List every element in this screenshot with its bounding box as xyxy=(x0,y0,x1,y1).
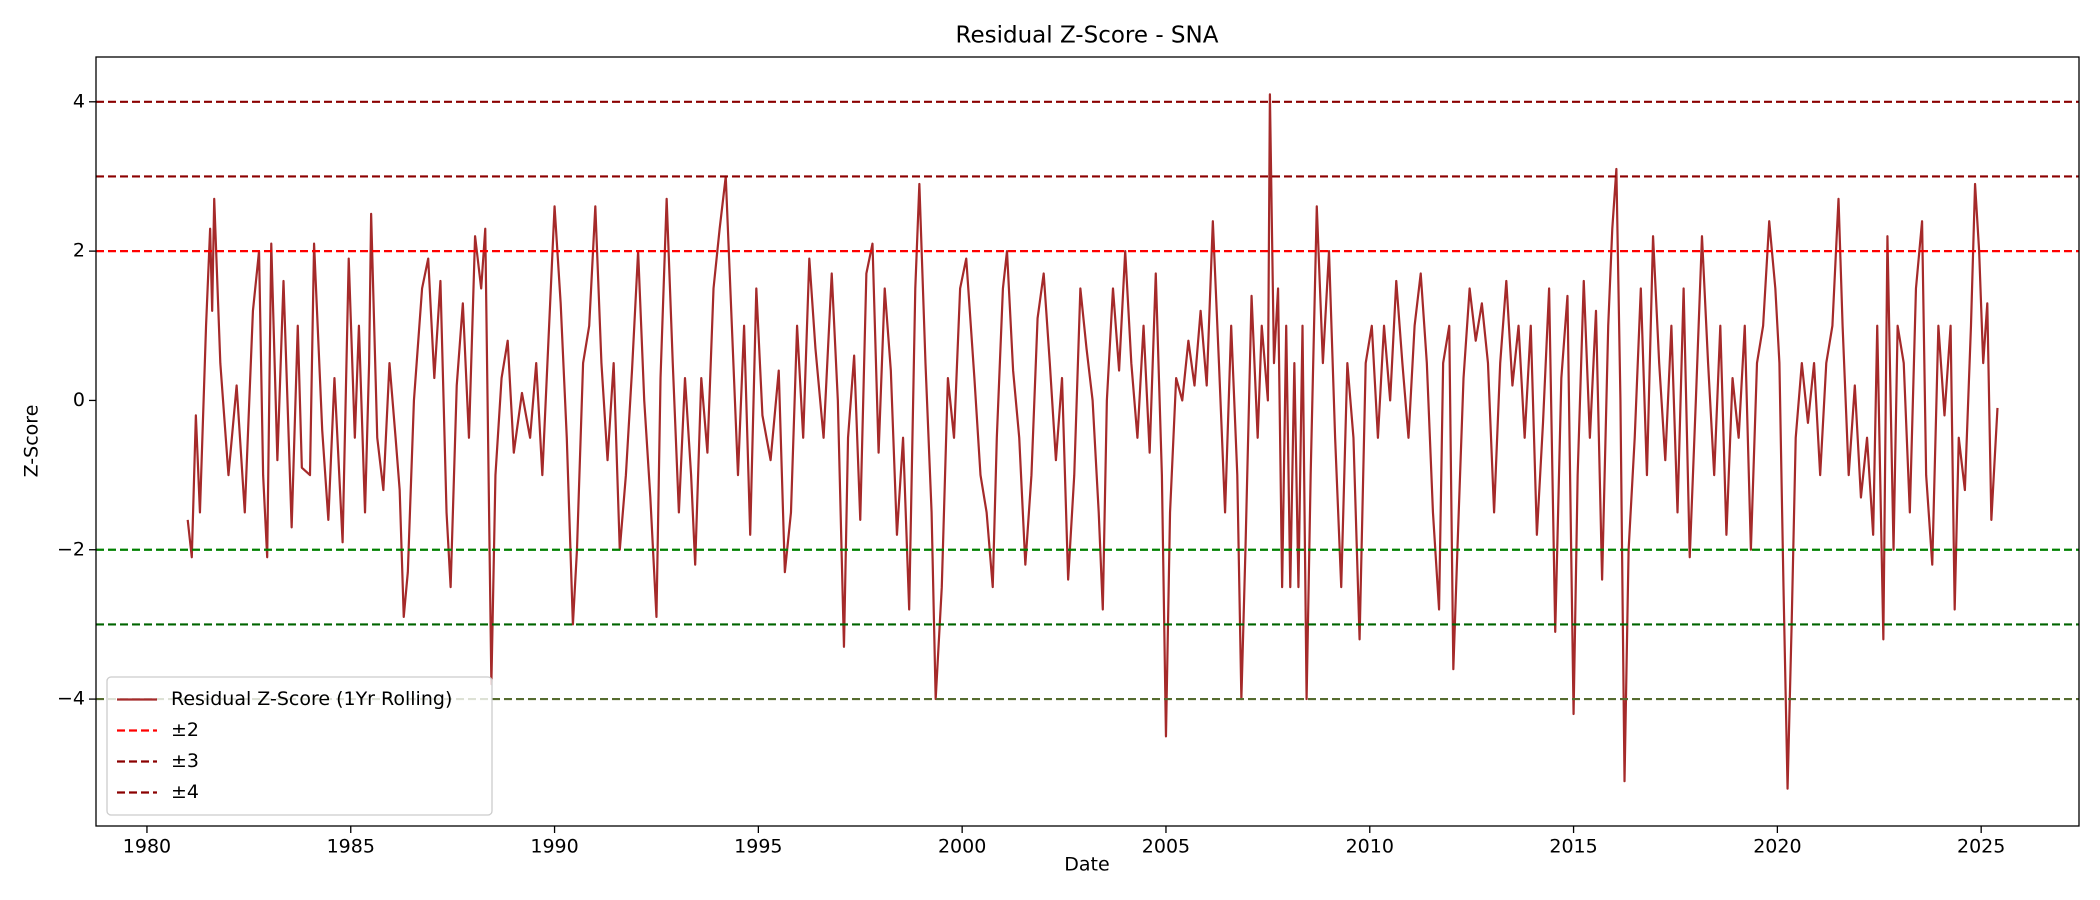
y-tick-label: −4 xyxy=(57,688,85,710)
legend-label: Residual Z-Score (1Yr Rolling) xyxy=(171,688,452,710)
legend-label: ±4 xyxy=(171,781,199,803)
x-tick-label: 2020 xyxy=(1753,836,1801,858)
x-tick-label: 1995 xyxy=(734,836,782,858)
x-tick-label: 1990 xyxy=(530,836,578,858)
y-tick-label: 4 xyxy=(73,90,85,112)
x-axis-label: Date xyxy=(1064,854,1109,876)
legend-label: ±2 xyxy=(171,719,199,741)
x-tick-label: 2005 xyxy=(1142,836,1190,858)
x-tick-label: 1985 xyxy=(327,836,375,858)
legend-box xyxy=(106,676,493,816)
chart-title: Residual Z-Score - SNA xyxy=(956,23,1219,49)
x-tick-label: 2015 xyxy=(1549,836,1597,858)
x-tick-label: 2010 xyxy=(1346,836,1394,858)
legend-label: ±3 xyxy=(171,750,199,772)
x-tick-label: 1980 xyxy=(123,836,171,858)
y-tick-label: 2 xyxy=(73,240,85,262)
y-tick-label: 0 xyxy=(73,389,85,411)
x-tick-label: 2000 xyxy=(938,836,986,858)
data-line xyxy=(186,93,1999,790)
plot-frame xyxy=(95,56,2080,827)
y-tick-label: −2 xyxy=(57,538,85,560)
y-axis-label: Z-Score xyxy=(21,405,43,478)
x-tick-label: 2025 xyxy=(1957,836,2005,858)
